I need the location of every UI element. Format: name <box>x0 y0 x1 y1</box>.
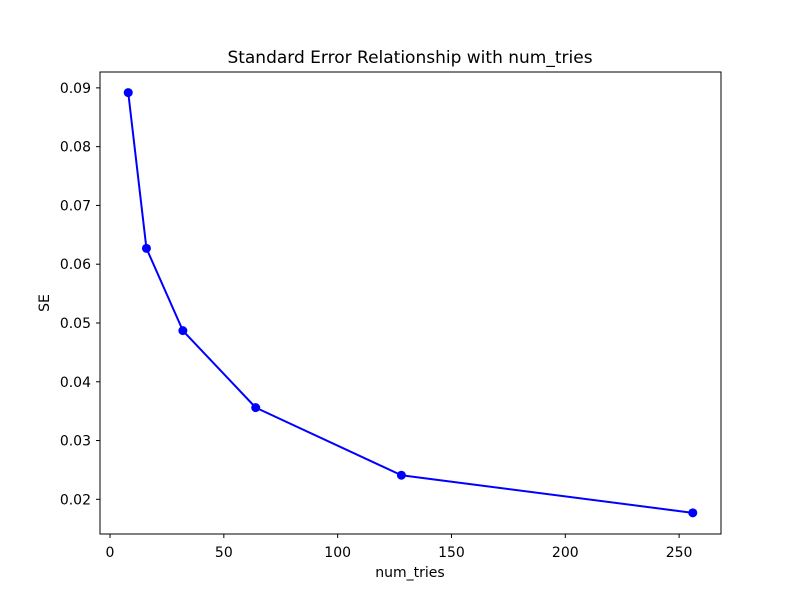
data-point-marker <box>688 508 698 518</box>
series-line <box>127 91 694 514</box>
y-axis-ticks: 0.02 0.03 0.04 0.05 0.06 0.07 0.08 0.09 <box>60 81 100 508</box>
y-tick-label: 0.05 <box>60 316 91 332</box>
plot-area-border <box>99 71 722 535</box>
data-point-marker <box>178 326 188 336</box>
data-series <box>123 88 698 518</box>
y-axis-label: SE <box>37 294 53 312</box>
x-tick-label: 100 <box>324 545 351 561</box>
chart-title: Standard Error Relationship with num_tri… <box>227 48 592 68</box>
data-point-marker <box>396 470 406 480</box>
y-tick-label: 0.06 <box>60 257 91 273</box>
x-axis-label: num_tries <box>375 565 444 581</box>
x-tick-label: 250 <box>666 545 693 561</box>
y-tick-label: 0.04 <box>60 375 91 391</box>
data-point-marker <box>141 243 151 253</box>
data-point-marker <box>123 88 133 98</box>
data-point-marker <box>251 403 261 413</box>
y-tick-label: 0.03 <box>60 434 91 450</box>
x-axis-ticks: 0 50 100 150 200 250 <box>106 534 693 561</box>
x-tick-label: 0 <box>106 545 115 561</box>
x-tick-label: 150 <box>438 545 465 561</box>
x-tick-label: 50 <box>215 545 233 561</box>
y-tick-label: 0.02 <box>60 492 91 508</box>
y-tick-label: 0.07 <box>60 198 91 214</box>
x-tick-label: 200 <box>552 545 579 561</box>
y-tick-label: 0.09 <box>60 81 91 97</box>
y-tick-label: 0.08 <box>60 140 91 156</box>
